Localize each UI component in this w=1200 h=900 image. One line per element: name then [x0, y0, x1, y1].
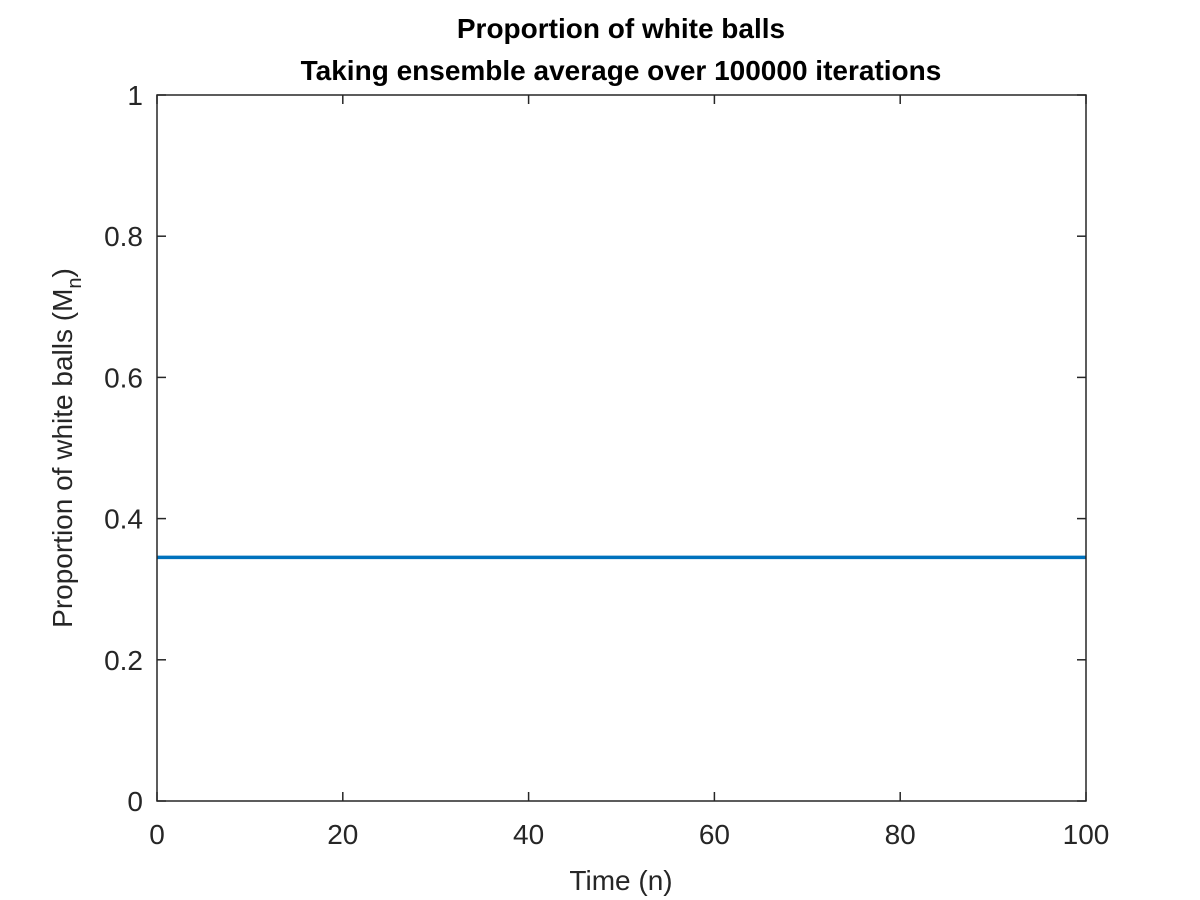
- y-tick-label: 0.2: [104, 645, 143, 676]
- x-tick-label: 80: [885, 819, 916, 850]
- y-axis-tick-labels: 0 0.2 0.4 0.6 0.8 1: [104, 80, 143, 817]
- y-axis-label-close: ): [47, 268, 78, 277]
- x-axis-tick-labels: 0 20 40 60 80 100: [149, 819, 1109, 850]
- x-axis-label: Time (n): [569, 865, 672, 896]
- y-axis-label: Proportion of white balls (Mn): [47, 268, 86, 628]
- x-tick-label: 20: [327, 819, 358, 850]
- y-tick-label: 0.8: [104, 221, 143, 252]
- y-tick-label: 0.4: [104, 504, 143, 535]
- x-tick-label: 40: [513, 819, 544, 850]
- y-tick-label: 1: [127, 80, 143, 111]
- axes-box: [156, 94, 1087, 802]
- y-axis-label-main: Proportion of white balls (M: [47, 289, 78, 628]
- x-tick-label: 60: [699, 819, 730, 850]
- y-tick-label: 0.6: [104, 362, 143, 393]
- x-tick-label: 100: [1063, 819, 1110, 850]
- x-tick-label: 0: [149, 819, 165, 850]
- y-tick-label: 0: [127, 786, 143, 817]
- chart-subtitle: Taking ensemble average over 100000 iter…: [301, 55, 942, 86]
- y-axis-label-subscript: n: [64, 277, 86, 288]
- plot-background: [157, 95, 1086, 801]
- chart-title: Proportion of white balls: [457, 13, 785, 44]
